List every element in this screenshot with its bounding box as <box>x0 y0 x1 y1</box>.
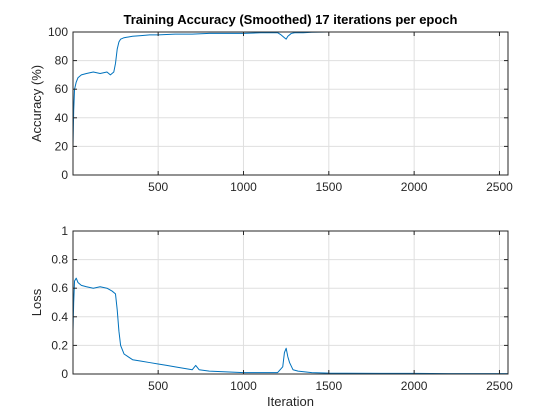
y-tick-label: 20 <box>55 139 69 153</box>
plot-area <box>72 31 509 176</box>
x-tick-label: 1500 <box>315 180 342 194</box>
x-tick-label: 2000 <box>401 379 428 393</box>
y-tick-label: 80 <box>55 54 69 68</box>
x-tick-label: 1500 <box>315 379 342 393</box>
loss-chart: 500 1000 1500 2000 2500 0 0.2 0.4 0.6 0.8 1 Iterati… <box>29 224 513 409</box>
y-tick-label: 0.8 <box>51 253 68 267</box>
y-axis-label: Loss <box>29 288 44 316</box>
x-axis-label: Iteration <box>267 394 314 409</box>
plot-area <box>72 230 509 375</box>
y-tick-label: 0.2 <box>51 338 68 352</box>
y-tick-label: 0.4 <box>51 310 68 324</box>
chart-title: Training Accuracy (Smoothed) 17 iteratio… <box>124 12 458 27</box>
y-tick-label: 60 <box>55 82 69 96</box>
y-tick-label: 0 <box>61 367 68 381</box>
y-tick-label: 100 <box>48 25 68 39</box>
x-tick-label: 500 <box>148 180 168 194</box>
y-tick-label: 1 <box>61 224 68 238</box>
series-line-0 <box>72 277 508 375</box>
y-axis-label: Accuracy (%) <box>29 65 44 142</box>
x-tick-label: 2500 <box>486 379 513 393</box>
y-tick-label: 0 <box>61 168 68 182</box>
y-tick-label: 0.6 <box>51 281 68 295</box>
x-tick-label: 1000 <box>230 180 257 194</box>
axes-frame <box>72 31 509 176</box>
accuracy-chart: 500 1000 1500 2000 2500 0 20 40 60 80 100 Training … <box>29 12 513 194</box>
x-tick-label: 500 <box>148 379 168 393</box>
x-tick-label: 2000 <box>401 180 428 194</box>
x-tick-label: 2500 <box>486 180 513 194</box>
y-tick-label: 40 <box>55 111 69 125</box>
x-tick-label: 1000 <box>230 379 257 393</box>
axes-frame <box>72 230 509 375</box>
